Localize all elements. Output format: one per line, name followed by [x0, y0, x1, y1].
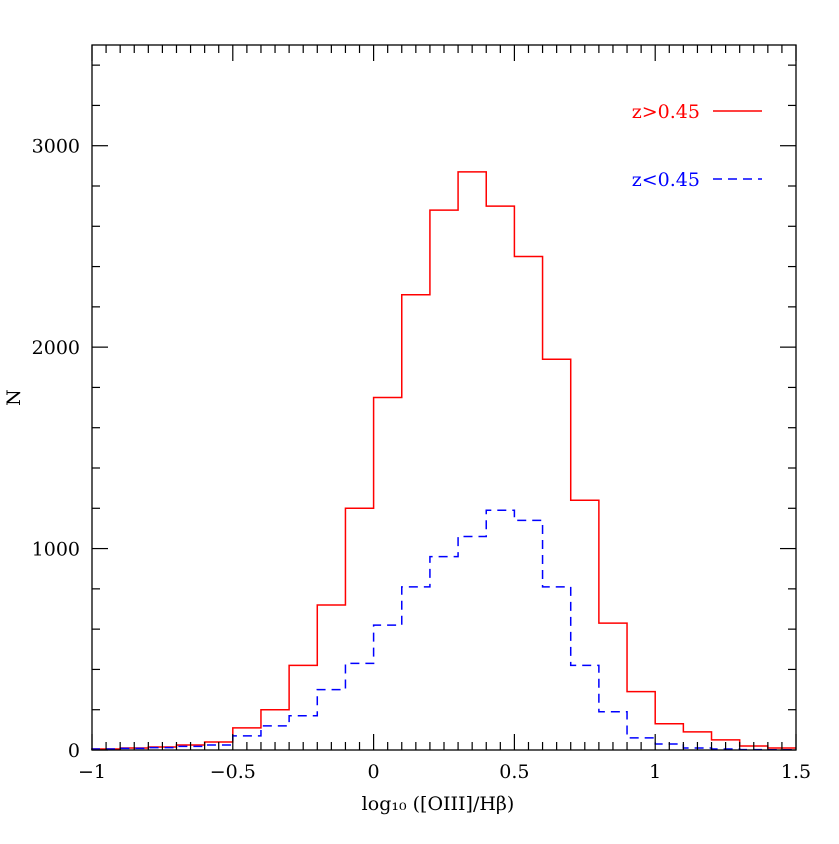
x-tick-label: 0 — [368, 761, 380, 783]
y-tick-label: 1000 — [32, 539, 80, 561]
x-tick-label: 1.5 — [781, 761, 811, 783]
series-z-low-histogram — [91, 509, 796, 751]
y-tick-label: 0 — [68, 740, 80, 762]
x-tick-label: −1 — [78, 761, 106, 783]
series-z-high-histogram — [91, 171, 796, 750]
legend-label: z<0.45 — [632, 169, 700, 191]
x-axis-label: log₁₀ ([OIII]/Hβ) — [362, 793, 515, 815]
plot-frame — [91, 44, 797, 751]
x-tick-label: −0.5 — [210, 761, 256, 783]
y-tick-label: 2000 — [32, 337, 80, 359]
legend-label: z>0.45 — [632, 101, 700, 123]
x-tick-label: 1 — [649, 761, 661, 783]
x-tick-label: 0.5 — [499, 761, 529, 783]
y-tick-label: 3000 — [32, 136, 80, 158]
y-axis-label: N — [3, 389, 25, 406]
